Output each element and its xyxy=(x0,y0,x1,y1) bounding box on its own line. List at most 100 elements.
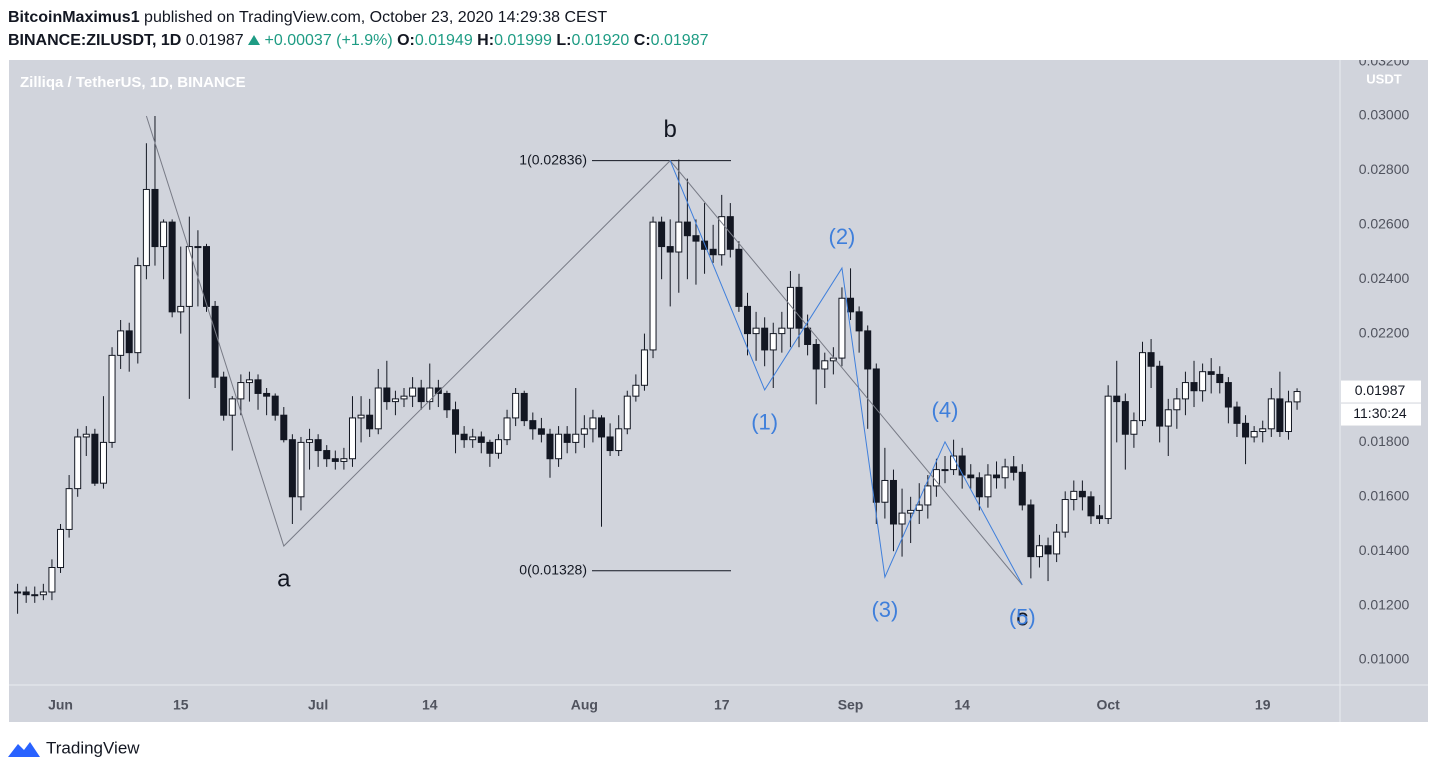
candle-body xyxy=(1147,352,1155,367)
chart-legend: Zilliqa / TetherUS, 1D, BINANCE xyxy=(20,74,246,91)
candle-body xyxy=(683,221,691,237)
candle-body xyxy=(1233,406,1241,424)
candle-body xyxy=(460,433,468,441)
candle-body xyxy=(838,297,846,359)
candle-body xyxy=(245,379,253,384)
x-tick-label: Jul xyxy=(308,697,328,713)
candle-body xyxy=(134,265,142,354)
candle-body xyxy=(348,417,356,460)
ohlc-label: O: xyxy=(397,32,415,49)
wave-label: (4) xyxy=(932,398,959,423)
candle-body xyxy=(254,379,262,394)
candle-body xyxy=(649,221,657,351)
candle-body xyxy=(1224,382,1232,408)
candle-body xyxy=(907,509,915,514)
ohlc-label: C: xyxy=(633,32,651,49)
price-label-box xyxy=(1341,380,1421,403)
candle-body xyxy=(512,392,520,419)
candle-body xyxy=(924,485,932,506)
candle-body xyxy=(314,439,322,452)
candle-body xyxy=(606,436,614,452)
candle-body xyxy=(469,436,477,441)
candle-body xyxy=(889,479,897,525)
y-tick-label: 0.02200 xyxy=(1359,324,1410,340)
candle-body xyxy=(108,354,116,443)
candle-body xyxy=(1138,352,1146,422)
candle-body xyxy=(675,221,683,253)
ohlc-label: H: xyxy=(477,32,495,49)
ohlc-value: 0.01999 xyxy=(494,32,552,49)
change: +0.00037 (+1.9%) xyxy=(264,32,393,49)
candle-body xyxy=(65,488,73,530)
candle-body xyxy=(228,398,236,416)
candle-body xyxy=(117,330,125,356)
candle-body xyxy=(658,221,666,248)
y-tick-label: 0.01400 xyxy=(1359,542,1410,558)
y-tick-label: 0.01200 xyxy=(1359,596,1410,612)
candle-body xyxy=(1130,420,1138,435)
candle-body xyxy=(1087,496,1095,517)
x-axis: Jun 15 Jul 14 Aug 17 Sep 14 Oct 19 xyxy=(48,697,1271,713)
candle-body xyxy=(718,216,726,256)
candle-body xyxy=(374,387,382,430)
candle-body xyxy=(1096,515,1104,520)
candle-body xyxy=(271,395,279,416)
x-tick-label: 14 xyxy=(422,697,438,713)
candle-body xyxy=(31,594,39,597)
candle-body xyxy=(185,246,193,307)
candle-body xyxy=(804,327,812,345)
candle-body xyxy=(898,512,906,525)
candle-body xyxy=(872,368,880,503)
candle-body xyxy=(297,441,305,498)
y-tick-label: 0.03000 xyxy=(1359,107,1410,123)
countdown: 11:30:24 xyxy=(1353,405,1407,421)
candle-body xyxy=(752,327,760,335)
wave-label: (5) xyxy=(1009,605,1036,630)
wave-label: b xyxy=(664,116,677,143)
candle-body xyxy=(520,392,528,422)
candle-body xyxy=(829,357,837,362)
candle-body xyxy=(1070,490,1078,501)
published: published on TradingView.com, October 23… xyxy=(144,9,608,26)
candle-body xyxy=(426,387,434,403)
candle-body xyxy=(958,455,966,476)
candle-body xyxy=(847,297,855,313)
candle-body xyxy=(366,414,374,430)
wave-line xyxy=(669,160,1023,586)
candle-body xyxy=(1001,466,1009,479)
candle-body xyxy=(1010,466,1018,473)
candle-body xyxy=(1018,471,1026,506)
candle-body xyxy=(632,384,640,397)
x-tick-label: Aug xyxy=(571,697,598,713)
ohlc-value: 0.01949 xyxy=(414,32,473,49)
candle-body xyxy=(640,349,648,386)
ohlc-value: 0.01987 xyxy=(650,32,709,49)
candle-body xyxy=(580,428,588,435)
candle-body xyxy=(39,591,47,596)
candle-body xyxy=(220,376,228,416)
ohlc-label: L: xyxy=(556,32,572,49)
candle-body xyxy=(74,436,82,490)
candle-body xyxy=(160,221,168,248)
candle-body xyxy=(400,395,408,400)
x-tick-label: 14 xyxy=(954,697,970,713)
candle-body xyxy=(812,343,820,370)
candle-body xyxy=(1267,398,1275,430)
candle-body xyxy=(383,387,391,403)
candle-body xyxy=(443,392,451,411)
candle-body xyxy=(1121,401,1129,435)
candle-body xyxy=(417,387,425,403)
candle-body xyxy=(1181,382,1189,400)
candle-body xyxy=(1190,382,1198,392)
candle-body xyxy=(91,433,99,484)
plot xyxy=(14,116,1301,614)
candle-body xyxy=(168,221,176,313)
candle-body xyxy=(340,458,348,462)
ohlc-value: 0.01920 xyxy=(571,32,630,49)
candle-body xyxy=(795,286,803,329)
candle-body xyxy=(941,469,949,472)
annotations: 1(0.02836) 0(0.01328) a b c (1) (2) (3) (4) (5) xyxy=(145,115,1036,631)
candle-body xyxy=(1259,428,1267,433)
wave-label: (3) xyxy=(871,597,898,622)
